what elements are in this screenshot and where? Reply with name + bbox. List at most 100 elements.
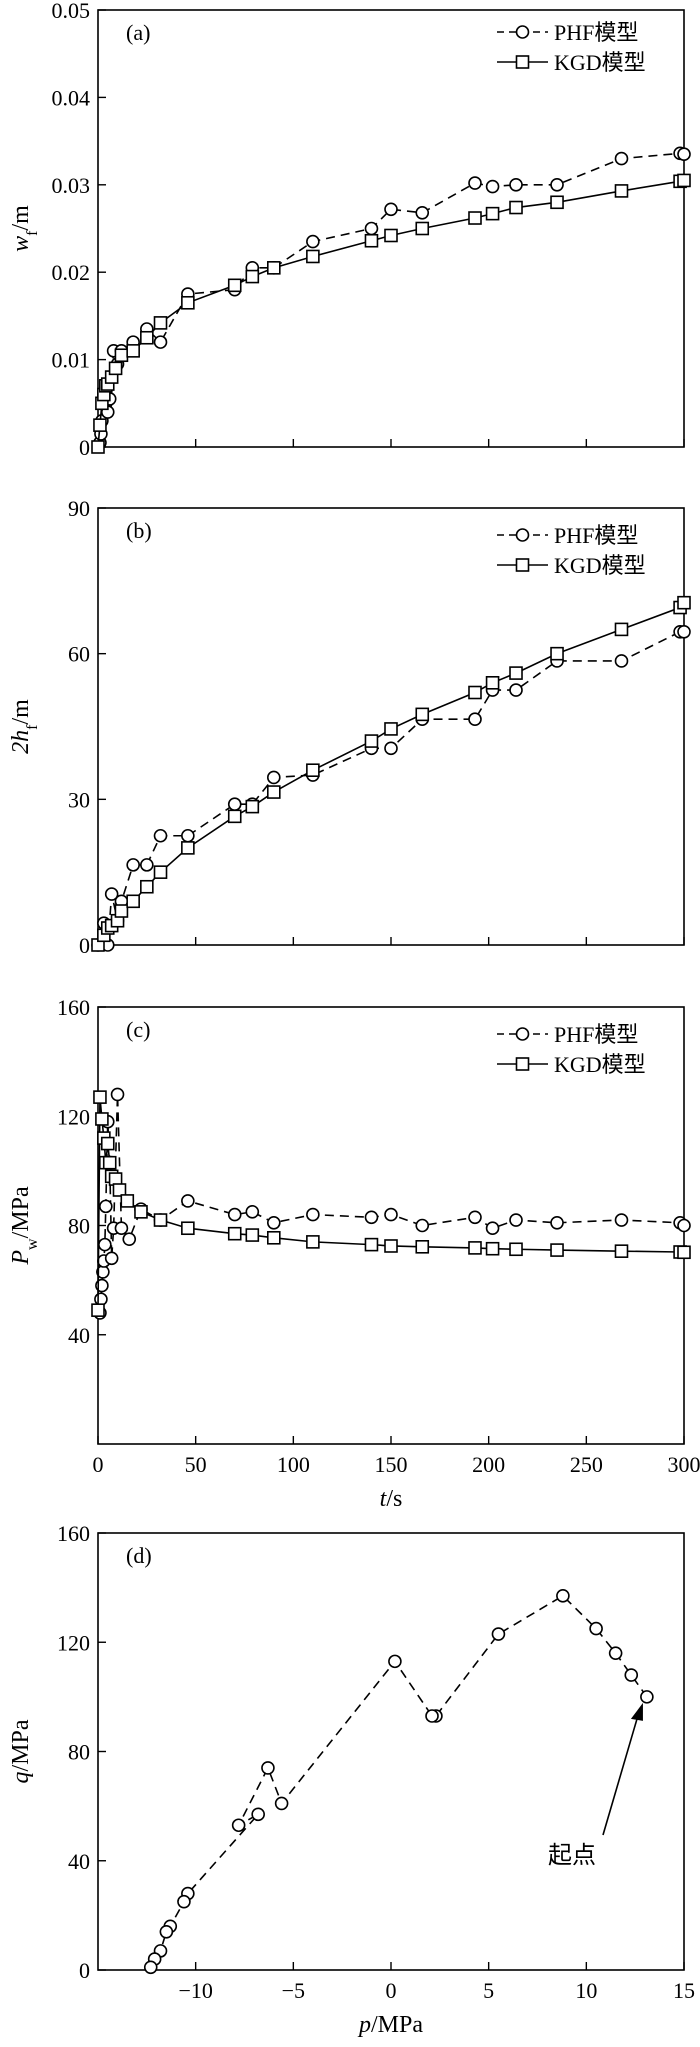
data-point-square: [140, 330, 154, 345]
data-point-circle: [614, 654, 629, 668]
data-point-circle: [126, 858, 140, 872]
data-point-circle: [122, 1232, 137, 1246]
data-point-circle: [99, 1199, 113, 1214]
series-line-2: [97, 1097, 685, 1311]
data-point-square: [266, 785, 281, 799]
data-point-square: [120, 1194, 135, 1208]
y-axis-label: q/MPa: [8, 1719, 34, 1783]
data-point-square: [245, 799, 260, 814]
y-tick-label: 0: [79, 1958, 90, 1983]
legend-label: PHF模型: [554, 1022, 638, 1047]
data-point-circle: [143, 1960, 158, 1975]
data-point-circle: [509, 178, 523, 192]
data-point-circle: [384, 1207, 398, 1222]
y-tick-label: 160: [57, 1521, 90, 1546]
data-point-square: [93, 1090, 107, 1104]
data-point-circle: [415, 1218, 430, 1233]
data-point-square: [112, 1183, 127, 1197]
data-point-circle: [261, 1761, 275, 1775]
data-point-square: [485, 1241, 500, 1256]
data-point-square: [509, 1242, 523, 1257]
data-point-square: [108, 361, 123, 376]
data-point-square: [153, 865, 168, 879]
data-point-circle: [104, 1251, 119, 1266]
panel-c: 40 80 120 160 0 50 100 150 200 250 300 (c) Pw/MPa t/s…: [8, 995, 700, 1512]
data-point-circle: [485, 179, 500, 194]
y-tick-label: 60: [68, 642, 90, 667]
panel-label: (b): [126, 518, 152, 543]
legend-label: KGD模型: [554, 553, 646, 578]
data-point-square: [100, 1136, 115, 1151]
x-tick-label: 5: [483, 1978, 494, 2003]
data-point-circle: [159, 1924, 174, 1939]
data-point-circle: [509, 683, 523, 697]
y-tick-label: 40: [68, 1849, 90, 1874]
legend-marker-square: [515, 558, 530, 572]
data-point-circle: [608, 1646, 623, 1660]
data-point-circle: [181, 828, 195, 843]
data-point-circle: [589, 1621, 603, 1636]
data-point-circle: [110, 1087, 125, 1102]
y-tick-label: 160: [57, 995, 90, 1020]
data-point-square: [550, 195, 564, 210]
series-line-2: [97, 179, 685, 448]
data-point-circle: [468, 712, 482, 727]
data-point-square: [102, 1155, 117, 1170]
y-tick-label: 0.03: [52, 173, 91, 198]
annotation-arrow: [602, 1708, 641, 1836]
y-axis-label: Pw/MPa: [8, 1186, 41, 1266]
data-point-circle: [468, 176, 482, 190]
data-point-square: [245, 1228, 260, 1242]
panel-b: 0 30 60 90 (b) 2hf/m PHF模型 KGD模型: [8, 496, 691, 958]
x-tick-label: 10: [575, 1978, 597, 2003]
data-point-circle: [231, 1818, 246, 1833]
data-point-square: [614, 184, 629, 198]
data-point-square: [306, 249, 320, 264]
data-point-circle: [266, 770, 281, 785]
data-point-square: [93, 418, 107, 432]
data-point-square: [384, 228, 398, 243]
data-point-circle: [274, 1796, 289, 1811]
data-point-square: [468, 1241, 482, 1255]
data-point-square: [95, 1112, 109, 1126]
y-tick-label: 0: [79, 933, 90, 958]
legend-label: PHF模型: [554, 20, 638, 45]
annotation-arrowhead: [630, 1702, 643, 1721]
data-point-square: [550, 646, 564, 661]
data-point-square: [468, 211, 482, 225]
series-line-1: [150, 1594, 648, 1968]
x-tick-label: 200: [472, 1452, 505, 1477]
legend-marker-circle: [515, 528, 530, 542]
y-tick-label: 0.01: [52, 348, 91, 373]
y-tick-label: 80: [68, 1740, 90, 1765]
data-point-square: [306, 763, 320, 778]
x-tick-label: 15: [673, 1978, 695, 2003]
data-point-square: [245, 269, 260, 284]
y-tick-label: 30: [68, 787, 90, 812]
data-point-circle: [266, 1215, 281, 1230]
data-point-circle: [677, 147, 691, 162]
x-tick-label: −5: [282, 1978, 305, 2003]
data-point-square: [614, 622, 629, 637]
data-point-circle: [384, 202, 398, 217]
legend-marker-square: [515, 55, 530, 69]
data-point-square: [134, 1205, 148, 1219]
data-point-square: [227, 278, 242, 293]
data-point-square: [91, 1303, 105, 1317]
data-point-square: [181, 841, 195, 855]
data-point-circle: [556, 1589, 570, 1603]
y-tick-label: 0: [79, 435, 90, 460]
data-point-square: [266, 261, 281, 275]
data-point-square: [677, 595, 691, 610]
data-point-circle: [181, 1194, 195, 1208]
y-tick-label: 120: [57, 1630, 90, 1655]
data-point-square: [126, 894, 140, 909]
plot-frame: [97, 9, 685, 448]
x-tick-label: 150: [375, 1452, 408, 1477]
data-point-circle: [388, 1654, 402, 1669]
data-point-square: [614, 1244, 629, 1258]
data-point-circle: [509, 1213, 523, 1227]
data-point-circle: [177, 1894, 191, 1909]
data-point-circle: [227, 1207, 242, 1222]
